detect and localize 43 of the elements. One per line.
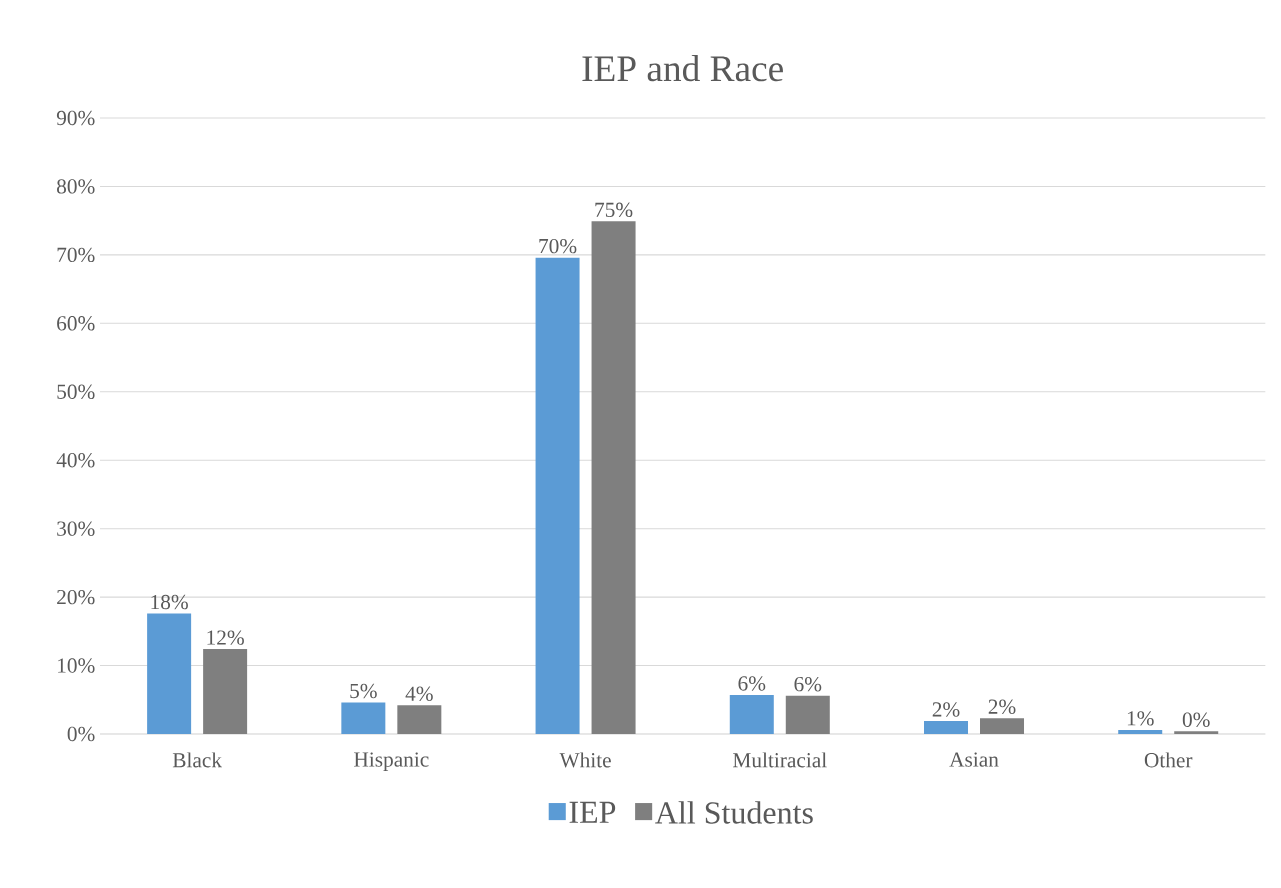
data-label: 2% [988,699,1016,714]
data-label: 4% [405,686,433,701]
bar [785,695,830,734]
y-tick-label: 80% [57,179,95,194]
data-label: 1% [1127,711,1154,726]
y-tick-label: 30% [57,521,95,536]
x-tick-label: Black [172,752,223,768]
bar [729,694,774,734]
data-label: 18% [151,594,188,610]
bar [535,257,580,734]
y-tick-label: 70% [57,247,95,263]
y-tick-label: 20% [57,589,95,605]
x-tick-label: Multiracial [733,752,827,768]
x-tick-label: Hispanic [354,752,429,772]
data-label: 75% [595,202,633,218]
x-tick-label: Other [1144,752,1193,768]
y-tick-label: 90% [56,110,95,126]
y-tick-label: 40% [56,452,95,468]
bar [203,649,248,734]
bar [341,702,386,734]
y-tick-label: 0% [67,726,95,742]
data-label: 12% [207,630,244,645]
y-tick-label: 50% [57,384,95,399]
bar [147,613,192,734]
data-label: 2% [932,702,960,717]
data-label: 70% [539,238,577,254]
bar [591,221,636,734]
y-tick-label: 10% [58,658,95,673]
data-label: 5% [350,683,377,699]
legend-label: All Students [655,801,813,824]
chart-title: IEP and Race [582,55,783,82]
data-label: 6% [738,676,766,691]
data-label: 0% [1182,712,1210,727]
bar [1174,731,1219,734]
bar [1118,729,1163,734]
x-tick-label: Asian [949,752,999,767]
x-tick-label: White [559,752,611,768]
legend-label: IEP [569,801,616,823]
y-tick-label: 60% [57,316,95,331]
bar [924,720,969,734]
bar [397,705,442,734]
data-label: 6% [794,676,822,692]
bar [980,718,1025,734]
